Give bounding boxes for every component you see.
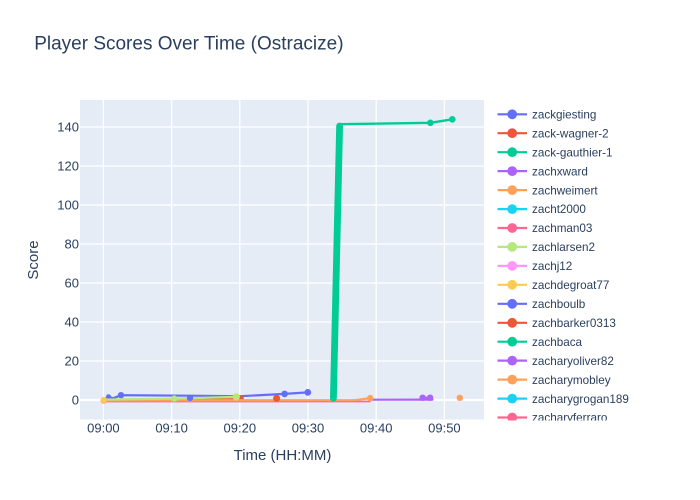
svg-text:zachbarker0313: zachbarker0313 <box>532 317 616 330</box>
svg-text:zacharyoliver82: zacharyoliver82 <box>532 355 614 368</box>
svg-text:120: 120 <box>57 159 79 174</box>
svg-text:zacharymobley: zacharymobley <box>532 374 611 387</box>
svg-text:zachxward: zachxward <box>532 165 588 178</box>
svg-text:zachboulb: zachboulb <box>532 298 586 311</box>
svg-text:zachman03: zachman03 <box>532 222 592 235</box>
svg-text:60: 60 <box>65 276 79 291</box>
svg-text:zackgiesting: zackgiesting <box>532 109 596 122</box>
svg-text:09:30: 09:30 <box>292 421 325 436</box>
svg-text:zacharygrogan189: zacharygrogan189 <box>532 393 629 406</box>
svg-text:80: 80 <box>65 237 79 252</box>
svg-text:100: 100 <box>57 198 79 213</box>
svg-text:09:20: 09:20 <box>224 421 257 436</box>
svg-text:09:10: 09:10 <box>155 421 188 436</box>
svg-text:40: 40 <box>65 315 79 330</box>
svg-text:20: 20 <box>65 354 79 369</box>
svg-text:zachweimert: zachweimert <box>532 184 598 197</box>
svg-text:Player Scores Over Time (Ostra: Player Scores Over Time (Ostracize) <box>34 34 343 55</box>
svg-text:Time (HH:MM): Time (HH:MM) <box>234 447 332 464</box>
svg-text:09:40: 09:40 <box>360 421 393 436</box>
svg-text:zacht2000: zacht2000 <box>532 203 586 216</box>
svg-text:zachdegroat77: zachdegroat77 <box>532 279 609 292</box>
svg-text:zack-wagner-2: zack-wagner-2 <box>532 127 609 140</box>
svg-text:Score: Score <box>25 240 42 279</box>
svg-text:zachj12: zachj12 <box>532 260 572 273</box>
svg-text:zachlarsen2: zachlarsen2 <box>532 241 595 254</box>
svg-text:0: 0 <box>72 393 79 408</box>
svg-text:09:50: 09:50 <box>428 421 461 436</box>
svg-text:140: 140 <box>57 120 79 135</box>
svg-text:zacharyferraro: zacharyferraro <box>532 412 608 425</box>
svg-text:09:00: 09:00 <box>87 421 120 436</box>
svg-text:zack-gauthier-1: zack-gauthier-1 <box>532 146 613 159</box>
svg-text:zachbaca: zachbaca <box>532 336 583 349</box>
